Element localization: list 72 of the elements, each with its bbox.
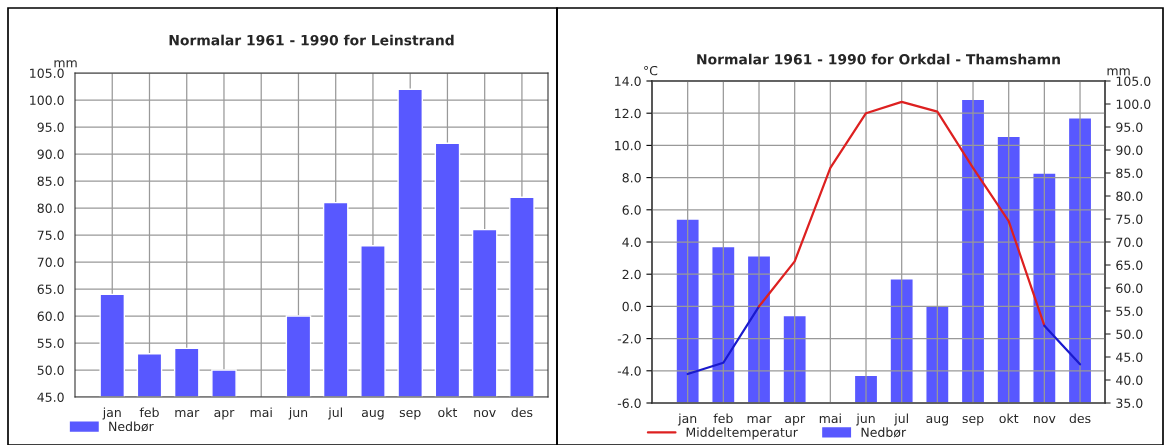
y-tick-label: 75.0 bbox=[37, 230, 64, 240]
y-tick-label: 55.0 bbox=[37, 338, 64, 348]
y-tick-label: 8.0 bbox=[622, 173, 641, 183]
y2-axis-title: mm bbox=[1107, 68, 1130, 76]
y-tick-label: 10.0 bbox=[615, 140, 641, 151]
y-tick-label: 14.0 bbox=[615, 76, 641, 86]
legend-label: Middeltemperatur bbox=[686, 427, 798, 440]
y-tick-label: 105.0 bbox=[30, 68, 64, 78]
chart-title: Normalar 1961 - 1990 for Leinstrand bbox=[169, 34, 454, 46]
x-tick-label: nov bbox=[474, 409, 496, 418]
y-tick-label: 12.0 bbox=[615, 108, 641, 119]
x-tick-label: jul bbox=[328, 407, 342, 420]
x-tick-label: jun bbox=[856, 413, 875, 426]
y-tick-label: 4.0 bbox=[622, 237, 641, 247]
y2-tick-label: 55.0 bbox=[1116, 306, 1143, 316]
y2-tick-label: 90.0 bbox=[1116, 145, 1143, 155]
y2-tick-label: 85.0 bbox=[1116, 168, 1143, 178]
y2-tick-label: 80.0 bbox=[1116, 191, 1143, 201]
x-tick-label: aug bbox=[361, 409, 384, 420]
x-tick-label: sep bbox=[962, 415, 984, 426]
y2-tick-label: 70.0 bbox=[1116, 237, 1143, 247]
y-tick-label: 0.0 bbox=[622, 301, 641, 312]
y-tick-label: 85.0 bbox=[37, 176, 64, 186]
x-tick-label: mai bbox=[250, 407, 272, 418]
y2-tick-label: 60.0 bbox=[1116, 283, 1143, 293]
y-tick-label: -2.0 bbox=[617, 334, 641, 344]
y-tick-label: -6.0 bbox=[617, 398, 641, 408]
x-tick-label: feb bbox=[139, 407, 159, 418]
y-tick-label: 2.0 bbox=[622, 269, 641, 280]
y2-tick-label: 105.0 bbox=[1116, 76, 1151, 86]
x-tick-label: sep bbox=[399, 409, 421, 420]
x-tick-label: jul bbox=[894, 413, 908, 426]
y2-tick-label: 95.0 bbox=[1116, 122, 1143, 132]
y-tick-label: 6.0 bbox=[622, 205, 641, 215]
x-tick-label: okt bbox=[999, 413, 1019, 424]
x-tick-label: apr bbox=[785, 415, 806, 426]
y-tick-label: 100.0 bbox=[30, 95, 64, 105]
y2-tick-label: 45.0 bbox=[1116, 352, 1143, 362]
x-tick-label: jun bbox=[288, 407, 308, 420]
y-tick-label: 70.0 bbox=[37, 257, 64, 267]
y-tick-label: 90.0 bbox=[37, 149, 64, 159]
x-tick-label: mai bbox=[819, 413, 841, 424]
x-tick-label: nov bbox=[1034, 415, 1056, 424]
x-tick-label: mar bbox=[175, 409, 200, 418]
y-tick-label: 65.0 bbox=[37, 284, 64, 294]
y2-tick-label: 40.0 bbox=[1116, 375, 1143, 385]
y-tick-label: 80.0 bbox=[37, 203, 64, 213]
y-tick-label: 45.0 bbox=[37, 392, 64, 402]
y2-tick-label: 75.0 bbox=[1116, 214, 1143, 224]
x-tick-label: jan bbox=[102, 407, 121, 420]
legend-label: Nedbør bbox=[861, 427, 907, 438]
x-tick-label: mar bbox=[747, 415, 772, 424]
y-tick-label: -4.0 bbox=[617, 366, 641, 376]
y2-tick-label: 100.0 bbox=[1116, 99, 1151, 109]
x-tick-label: aug bbox=[926, 415, 948, 426]
chart-title: Normalar 1961 - 1990 for Orkdal - Thamshamn bbox=[697, 53, 1060, 65]
y-axis-title: mm bbox=[54, 60, 77, 68]
x-tick-label: des bbox=[511, 407, 533, 418]
x-tick-label: apr bbox=[214, 409, 235, 420]
y-tick-label: 95.0 bbox=[37, 122, 64, 132]
y-axis-title: °C bbox=[644, 65, 658, 76]
x-tick-label: okt bbox=[438, 407, 458, 418]
legend-label: Nedbør bbox=[109, 421, 154, 432]
y2-tick-label: 35.0 bbox=[1116, 398, 1143, 408]
x-tick-label: des bbox=[1069, 413, 1091, 424]
y2-tick-label: 65.0 bbox=[1116, 260, 1143, 270]
y-tick-label: 60.0 bbox=[37, 311, 64, 321]
x-tick-label: jan bbox=[677, 413, 697, 426]
y2-tick-label: 50.0 bbox=[1116, 329, 1143, 339]
y-tick-label: 50.0 bbox=[37, 365, 64, 375]
line-series bbox=[757, 100, 1046, 327]
x-tick-label: feb bbox=[713, 413, 733, 424]
